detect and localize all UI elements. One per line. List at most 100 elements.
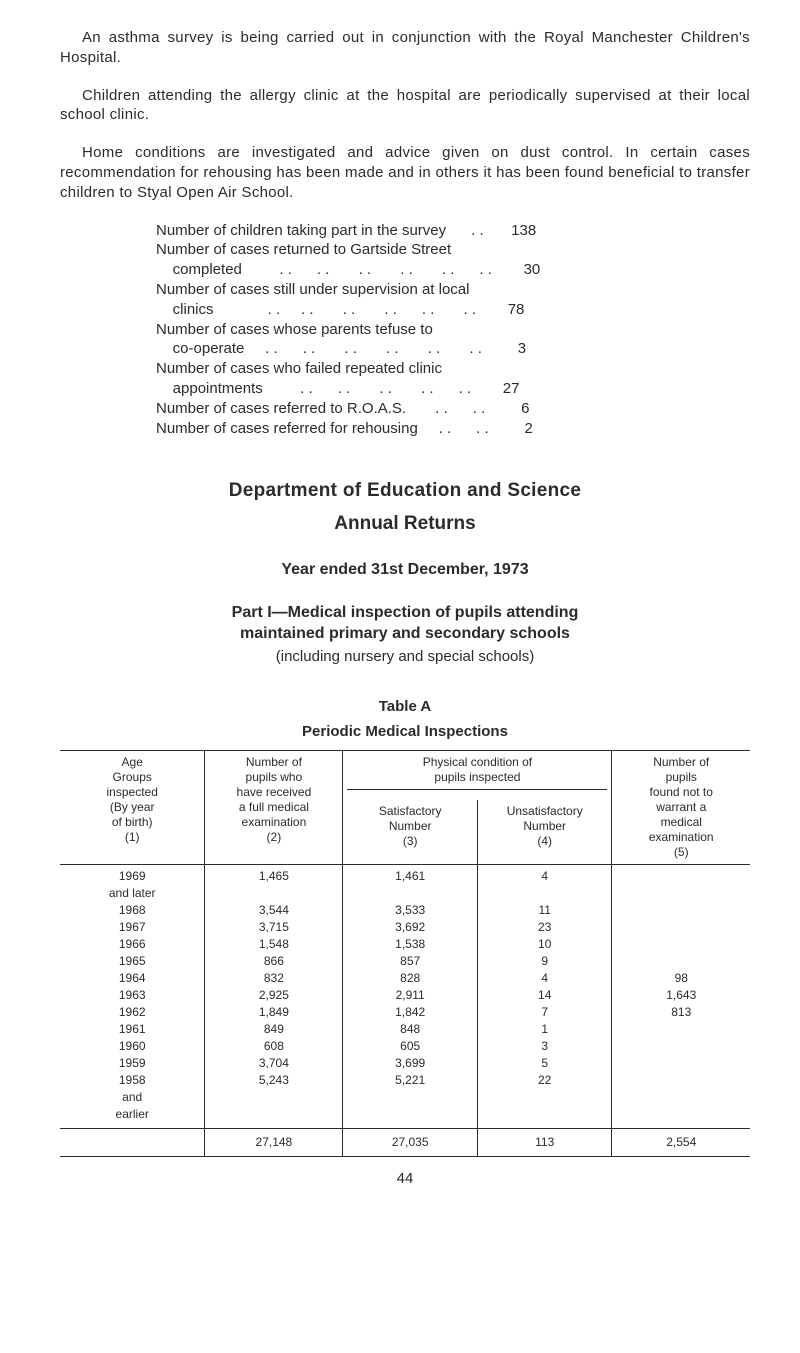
col-header-text: examination xyxy=(649,830,714,844)
table-cell: 849 xyxy=(205,1021,343,1038)
document-page: An asthma survey is being carried out in… xyxy=(0,0,800,1209)
stats-value: 138 xyxy=(484,221,564,241)
table-row: earlier xyxy=(60,1106,750,1129)
table-cell: 1968 xyxy=(60,902,205,919)
paragraph-1: An asthma survey is being carried out in… xyxy=(60,28,750,68)
table-cell: and later xyxy=(60,885,205,902)
table-cell: 1,842 xyxy=(343,1004,478,1021)
col-header-sat: Satisfactory Number (3) xyxy=(343,800,478,864)
col-header-text: Physical condition of xyxy=(423,755,532,769)
col-header-text: (5) xyxy=(674,845,689,859)
table-cell: 1,465 xyxy=(205,865,343,886)
table-cell xyxy=(477,885,612,902)
col-header-warrant: Number of pupils found not to warrant a … xyxy=(612,751,750,865)
table-cell: 1961 xyxy=(60,1021,205,1038)
table-row: 19658668579 xyxy=(60,953,750,970)
stats-label: completed . . . . . . . . . . . . xyxy=(156,260,492,280)
table-cell: 1965 xyxy=(60,953,205,970)
col-header-text: of birth) xyxy=(112,815,153,829)
stats-label: co-operate . . . . . . . . . . . . xyxy=(156,339,482,359)
stats-row: Number of cases whose parents tefuse to xyxy=(156,320,750,340)
table-cell xyxy=(612,1106,750,1129)
col-header-text: Number of xyxy=(653,755,709,769)
table-cell: 813 xyxy=(612,1004,750,1021)
table-cell xyxy=(612,936,750,953)
stats-row: Number of cases who failed repeated clin… xyxy=(156,359,750,379)
statistics-list: Number of children taking part in the su… xyxy=(156,221,750,439)
table-cell xyxy=(205,1089,343,1106)
table-body: 19691,4651,4614and later19683,5443,53311… xyxy=(60,865,750,1129)
stats-label: Number of cases returned to Gartside Str… xyxy=(156,240,451,260)
stats-label: Number of cases still under supervision … xyxy=(156,280,469,300)
table-cell xyxy=(477,1089,612,1106)
col-header-text: Groups xyxy=(113,770,152,784)
table-row: 19593,7043,6995 xyxy=(60,1055,750,1072)
table-cell: 1,643 xyxy=(612,987,750,1004)
table-cell xyxy=(343,885,478,902)
table-cell: 9 xyxy=(477,953,612,970)
table-cell xyxy=(612,1038,750,1055)
table-cell: 1958 xyxy=(60,1072,205,1089)
col-header-text: Number xyxy=(389,819,432,833)
stats-label: clinics . . . . . . . . . . . . xyxy=(156,300,476,320)
table-cell: 4 xyxy=(477,970,612,987)
stats-row: Number of cases referred to R.O.A.S. . .… xyxy=(156,399,750,419)
col-header-text: Satisfactory xyxy=(379,804,442,818)
table-cell xyxy=(612,1055,750,1072)
table-cell xyxy=(205,885,343,902)
table-row: 19606086053 xyxy=(60,1038,750,1055)
table-row: 19632,9252,911141,643 xyxy=(60,987,750,1004)
col-header-text: pupils inspected xyxy=(434,770,520,784)
col-header-text: (4) xyxy=(537,834,552,848)
table-cell: 3,692 xyxy=(343,919,478,936)
table-cell: 1,849 xyxy=(205,1004,343,1021)
totals-cell xyxy=(60,1129,205,1157)
table-cell: 1959 xyxy=(60,1055,205,1072)
table-cell: 14 xyxy=(477,987,612,1004)
table-cell: 848 xyxy=(343,1021,478,1038)
table-row: 19673,7153,69223 xyxy=(60,919,750,936)
table-cell: 23 xyxy=(477,919,612,936)
stats-value: 6 xyxy=(485,399,565,419)
col-header-text: Unsatisfactory xyxy=(507,804,583,818)
col-header-text: have received xyxy=(237,785,312,799)
stats-label: Number of cases whose parents tefuse to xyxy=(156,320,433,340)
table-cell: 828 xyxy=(343,970,478,987)
table-cell: 1963 xyxy=(60,987,205,1004)
table-cell xyxy=(343,1089,478,1106)
totals-cell: 27,148 xyxy=(205,1129,343,1157)
table-row: and later xyxy=(60,885,750,902)
heading-department: Department of Education and Science xyxy=(60,478,750,503)
table-cell: 832 xyxy=(205,970,343,987)
table-row: 19618498481 xyxy=(60,1021,750,1038)
table-cell: 1966 xyxy=(60,936,205,953)
col-header-age: Age Groups inspected (By year of birth) … xyxy=(60,751,205,865)
table-row: 19683,5443,53311 xyxy=(60,902,750,919)
table-cell: 1962 xyxy=(60,1004,205,1021)
table-row: 19691,4651,4614 xyxy=(60,865,750,886)
stats-value: 2 xyxy=(489,419,569,439)
totals-cell: 2,554 xyxy=(612,1129,750,1157)
paragraph-2: Children attending the allergy clinic at… xyxy=(60,86,750,126)
inspections-table: Age Groups inspected (By year of birth) … xyxy=(60,750,750,1157)
col-header-text: Number of xyxy=(246,755,302,769)
paragraph-3: Home conditions are investigated and adv… xyxy=(60,143,750,202)
stats-label: Number of children taking part in the su… xyxy=(156,221,484,241)
table-caption: Table A xyxy=(60,697,750,717)
table-cell: 7 xyxy=(477,1004,612,1021)
col-header-text: pupils xyxy=(666,770,697,784)
table-cell xyxy=(612,1089,750,1106)
table-cell: 5,243 xyxy=(205,1072,343,1089)
table-row: 19661,5481,53810 xyxy=(60,936,750,953)
table-cell xyxy=(205,1106,343,1129)
col-header-text: inspected xyxy=(107,785,158,799)
table-cell: 1967 xyxy=(60,919,205,936)
table-cell: 3,544 xyxy=(205,902,343,919)
heading-year: Year ended 31st December, 1973 xyxy=(60,559,750,580)
stats-label: Number of cases who failed repeated clin… xyxy=(156,359,442,379)
table-cell: 5 xyxy=(477,1055,612,1072)
stats-row: co-operate . . . . . . . . . . . .3 xyxy=(156,339,750,359)
table-cell: 3,699 xyxy=(343,1055,478,1072)
col-header-text: (1) xyxy=(125,830,140,844)
stats-label: Number of cases referred for rehousing .… xyxy=(156,419,489,439)
